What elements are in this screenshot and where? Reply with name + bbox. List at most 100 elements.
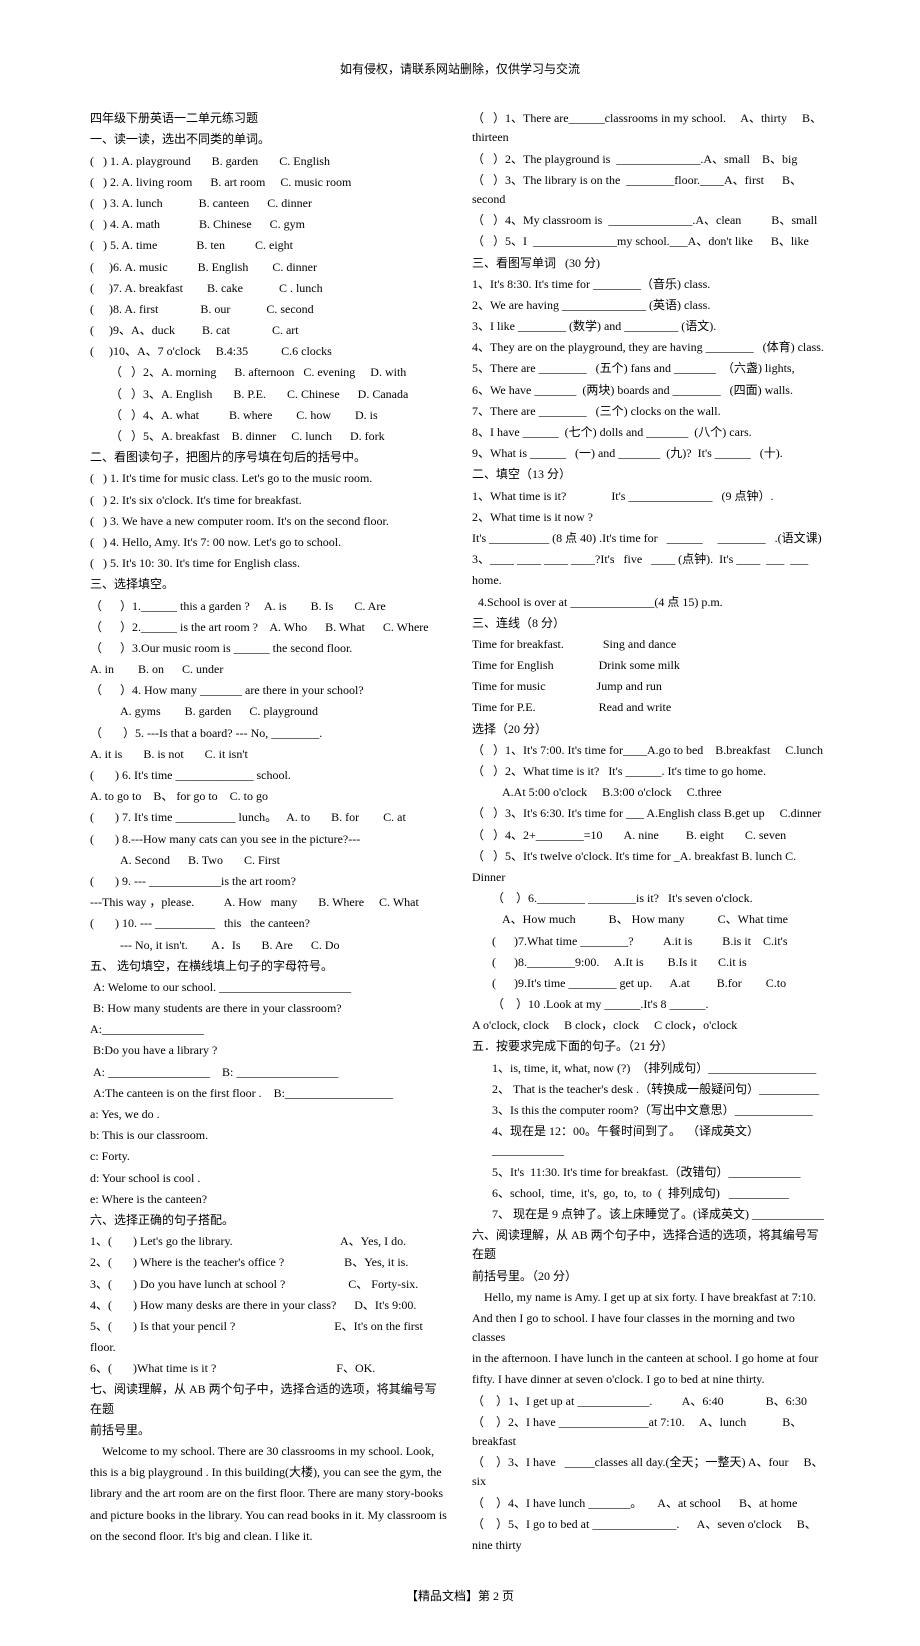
text-line: A o'clock, clock B clock，clock C clock，o… <box>472 1016 830 1035</box>
text-line: （ ）4. How many _______ are there in your… <box>90 681 448 700</box>
text-line: A、How much B、 How many C、What time <box>472 910 830 929</box>
text-line: ( ) 8.---How many cats can you see in th… <box>90 830 448 849</box>
text-line: （ ）2、What time is it? It's ______. It's … <box>472 762 830 781</box>
text-line: 二、填空（13 分） <box>472 465 830 484</box>
text-line: 七、阅读理解，从 AB 两个句子中，选择合适的选项，将其编号写在题 <box>90 1380 448 1418</box>
text-line: 三、选择填空。 <box>90 575 448 594</box>
text-line: ( ) 5. A. time B. ten C. eight <box>90 236 448 255</box>
text-line: Hello, my name is Amy. I get up at six f… <box>472 1288 830 1307</box>
text-line: library and the art room are on the firs… <box>90 1484 448 1503</box>
text-line: A: _________________ B: ________________… <box>90 1063 448 1082</box>
text-line: 5、There are ________ (五个) fans and _____… <box>472 359 830 378</box>
text-line: 4.School is over at ______________(4 点 1… <box>472 593 830 612</box>
text-line: ( )8.________9:00. A.It is B.Is it C.it … <box>472 953 830 972</box>
text-line: d: Your school is cool . <box>90 1169 448 1188</box>
text-line: 2、We are having ______________ (英语) clas… <box>472 296 830 315</box>
text-line: （ ）2、I have _______________at 7:10. A、lu… <box>472 1413 830 1451</box>
text-line: ( ) 4. A. math B. Chinese C. gym <box>90 215 448 234</box>
text-line: ( )9、A、duck B. cat C. art <box>90 321 448 340</box>
text-line: 1、What time is it? It's ______________ (… <box>472 487 830 506</box>
text-line: （ ）4、2+________=10 A. nine B. eight C. s… <box>472 826 830 845</box>
text-line: 2、 That is the teacher's desk .（转换成一般疑问句… <box>472 1080 830 1099</box>
text-line: 5、It's 11:30. It's time for breakfast.（改… <box>472 1163 830 1182</box>
text-line: B:Do you have a library ? <box>90 1041 448 1060</box>
text-line: Welcome to my school. There are 30 class… <box>90 1442 448 1461</box>
text-line: （ ）2、A. morning B. afternoon C. evening … <box>90 363 448 382</box>
text-line: A. Second B. Two C. First <box>90 851 448 870</box>
text-line: ( )6. A. music B. English C. dinner <box>90 258 448 277</box>
text-line: Time for P.E. Read and write <box>472 698 830 717</box>
text-line: e: Where is the canteen? <box>90 1190 448 1209</box>
text-line: 前括号里。 <box>90 1421 448 1440</box>
text-line: 五、 选句填空，在横线填上句子的字母符号。 <box>90 957 448 976</box>
text-line: ( )10、A、7 o'clock B.4:35 C.6 clocks <box>90 342 448 361</box>
text-line: A.At 5:00 o'clock B.3:00 o'clock C.three <box>472 783 830 802</box>
text-line: Dinner <box>472 868 830 887</box>
text-line: ( )8. A. first B. our C. second <box>90 300 448 319</box>
text-line: ( )7. A. breakfast B. cake C . lunch <box>90 279 448 298</box>
text-line: A:_________________ <box>90 1020 448 1039</box>
text-line: A: Welome to our school. _______________… <box>90 978 448 997</box>
text-line: And then I go to school. I have four cla… <box>472 1309 830 1347</box>
text-line: 前括号里。（20 分） <box>472 1267 830 1286</box>
text-line: this is a big playground . In this build… <box>90 1463 448 1482</box>
text-line: A. it is B. is not C. it isn't <box>90 745 448 764</box>
text-line: （ ）2.______ is the art room ? A. Who B. … <box>90 618 448 637</box>
text-line: 3、I like ________ (数学) and _________ (语文… <box>472 317 830 336</box>
text-line: （ ）3、I have _____classes all day.(全天；一整天… <box>472 1453 830 1491</box>
text-line: （ ）1、It's 7:00. It's time for____A.go to… <box>472 741 830 760</box>
text-line: 6、We have _______ (两块) boards and ______… <box>472 381 830 400</box>
text-line: 3、Is this the computer room?（写出中文意思）____… <box>472 1101 830 1120</box>
text-line: ( ) 6. It's time _____________ school. <box>90 766 448 785</box>
text-line: 1、is, time, it, what, now (?) （排列成句）____… <box>472 1059 830 1078</box>
text-line: 选择（20 分） <box>472 720 830 739</box>
text-line: 一、读一读，选出不同类的单词。 <box>90 130 448 149</box>
text-line: （ ）5. ---Is that a board? --- No, ______… <box>90 724 448 743</box>
text-line: 4、They are on the playground, they are h… <box>472 338 830 357</box>
text-line: A. gyms B. garden C. playground <box>90 702 448 721</box>
text-line: （ ）4、My classroom is ______________.A、cl… <box>472 211 830 230</box>
text-line: ( ) 10. --- __________ this the canteen? <box>90 914 448 933</box>
text-line: Time for breakfast. Sing and dance <box>472 635 830 654</box>
text-line: 6、school, time, it's, go, to, to ( 排列成句)… <box>472 1184 830 1203</box>
text-line: b: This is our classroom. <box>90 1126 448 1145</box>
text-line: （ ）5、It's twelve o'clock. It's time for … <box>472 847 830 866</box>
text-line: 二、看图读句子，把图片的序号填在句后的括号中。 <box>90 448 448 467</box>
text-line: ( )7.What time ________? A.it is B.is it… <box>472 932 830 951</box>
text-line: ( ) 1. It's time for music class. Let's … <box>90 469 448 488</box>
page-footer: 【精品文档】第 2 页 <box>90 1587 830 1606</box>
text-line: ( ) 3. We have a new computer room. It's… <box>90 512 448 531</box>
text-line: 1、It's 8:30. It's time for ________（音乐) … <box>472 275 830 294</box>
text-line: （ ）2、The playground is ______________.A、… <box>472 150 830 169</box>
text-line: 三、连线（8 分） <box>472 614 830 633</box>
text-line: fifty. I have dinner at seven o'clock. I… <box>472 1370 830 1389</box>
text-line: （ ）3、A. English B. P.E. C. Chinese D. Ca… <box>90 385 448 404</box>
text-line: 2、What time is it now ? <box>472 508 830 527</box>
text-line: 三、看图写单词 (30 分) <box>472 254 830 273</box>
text-line: 六、阅读理解，从 AB 两个句子中，选择合适的选项，将其编号写在题 <box>472 1226 830 1264</box>
text-line: 2、( ) Where is the teacher's office ? B、… <box>90 1253 448 1272</box>
text-line: ( ) 9. --- ____________is the art room? <box>90 872 448 891</box>
text-line: （ ）3、It's 6:30. It's time for ___ A.Engl… <box>472 804 830 823</box>
header-note: 如有侵权，请联系网站删除，仅供学习与交流 <box>90 60 830 79</box>
text-line: （ ）1、There are______classrooms in my sch… <box>472 109 830 147</box>
text-line: 5、( ) Is that your pencil ? E、It's on th… <box>90 1317 448 1336</box>
text-line: 8、I have ______ (七个) dolls and _______ (… <box>472 423 830 442</box>
text-line: 3、____ ____ ____ ____?It's five ____ (点钟… <box>472 550 830 569</box>
text-line: and picture books in the library. You ca… <box>90 1506 448 1525</box>
text-line: ( ) 5. It's 10: 30. It's time for Englis… <box>90 554 448 573</box>
text-line: 1、( ) Let's go the library. A、Yes, I do. <box>90 1232 448 1251</box>
text-line: A. in B. on C. under <box>90 660 448 679</box>
text-line: （ ）1.______ this a garden ? A. is B. Is … <box>90 597 448 616</box>
text-line: 四年级下册英语一二单元练习题 <box>90 109 448 128</box>
text-line: ( ) 1. A. playground B. garden C. Englis… <box>90 152 448 171</box>
text-line: 7、 现在是 9 点钟了。该上床睡觉了。(译成英文) ____________ <box>472 1205 830 1224</box>
text-line: （ ）5、I go to bed at ______________. A、se… <box>472 1515 830 1534</box>
text-line: home. <box>472 571 830 590</box>
text-line: 五．按要求完成下面的句子。（21 分） <box>472 1037 830 1056</box>
text-line: on the second floor. It's big and clean.… <box>90 1527 448 1546</box>
text-line: （ ）3.Our music room is ______ the second… <box>90 639 448 658</box>
text-line: ( ) 2. A. living room B. art room C. mus… <box>90 173 448 192</box>
left-column: 四年级下册英语一二单元练习题一、读一读，选出不同类的单词。 ( ) 1. A. p… <box>90 109 448 1557</box>
text-line: ( ) 4. Hello, Amy. It's 7: 00 now. Let's… <box>90 533 448 552</box>
